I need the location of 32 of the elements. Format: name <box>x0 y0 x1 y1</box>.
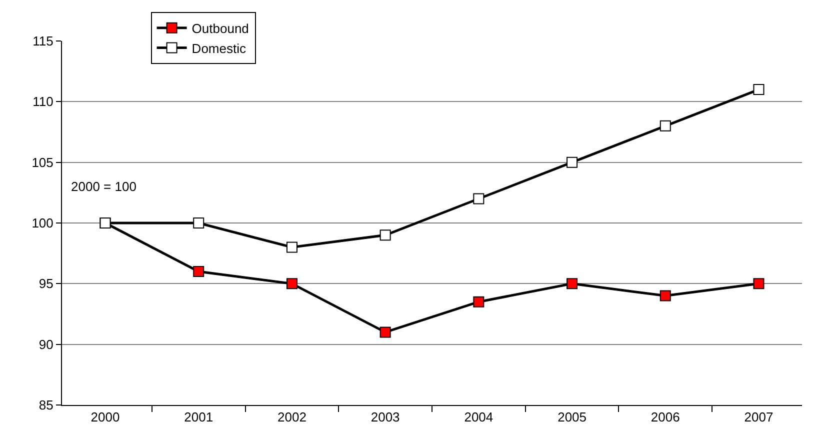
y-tick-label: 105 <box>32 154 54 170</box>
point <box>193 218 204 228</box>
x-tick-label: 2004 <box>464 410 494 425</box>
point <box>566 156 578 168</box>
x-tick-label: 2005 <box>558 410 586 425</box>
x-tick-label: 2003 <box>370 410 400 425</box>
legend-label: Outbound <box>192 20 249 36</box>
x-tick-label: 2000 <box>90 410 120 425</box>
y-tick-label: 115 <box>32 34 54 49</box>
legend-label: Domestic <box>192 40 246 56</box>
point <box>753 84 764 96</box>
x-tick-label: 2001 <box>184 410 214 425</box>
point <box>660 290 671 302</box>
point <box>380 230 391 241</box>
y-tick-label: 85 <box>38 398 54 413</box>
y-tick-label: 90 <box>38 336 54 352</box>
point <box>660 120 671 132</box>
x-tick-label: 2002 <box>278 410 306 425</box>
y-tick-label: 95 <box>38 276 54 292</box>
x-tick-label: 2007 <box>744 410 774 425</box>
point <box>753 278 764 290</box>
point <box>380 326 391 338</box>
y-tick-label: 110 <box>32 94 54 110</box>
point <box>286 242 298 253</box>
point <box>193 266 204 278</box>
point <box>566 278 578 290</box>
point <box>473 193 484 204</box>
point <box>286 278 298 290</box>
x-tick-label: 2006 <box>650 410 680 425</box>
y-tick-label: 100 <box>32 216 54 231</box>
annotation: 2000 = 100 <box>71 179 136 194</box>
point <box>473 296 484 308</box>
